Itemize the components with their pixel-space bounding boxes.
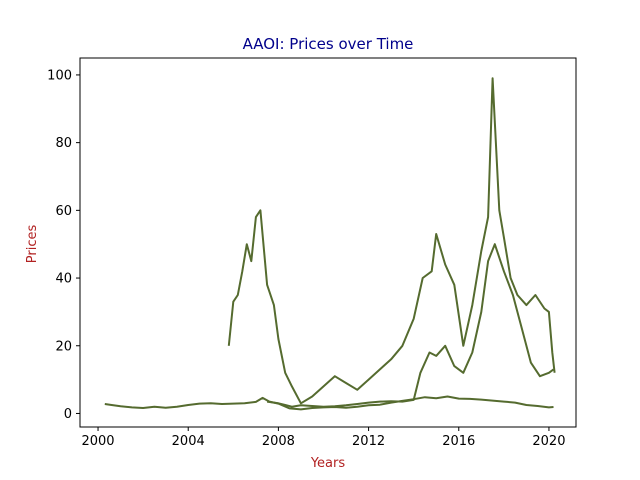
x-tick-label: 2008 (262, 434, 295, 449)
x-tick-label: 2000 (81, 434, 114, 449)
x-tick-label: 2020 (532, 434, 565, 449)
y-axis: 0 20 40 60 80 100 (47, 68, 80, 422)
y-tick-label: 80 (55, 136, 72, 151)
x-axis: 2000 2004 2008 2012 2016 2020 (81, 427, 565, 449)
x-tick-label: 2012 (352, 434, 385, 449)
x-axis-label: Years (310, 456, 346, 471)
y-tick-label: 0 (64, 407, 72, 422)
y-tick-label: 100 (47, 68, 72, 83)
x-tick-label: 2004 (172, 434, 205, 449)
series-layer (104, 77, 556, 411)
y-tick-label: 60 (55, 204, 72, 219)
series-line-3 (266, 243, 555, 408)
y-tick-label: 40 (55, 272, 72, 287)
chart-title: AAOI: Prices over Time (243, 35, 414, 53)
series-line-2 (227, 77, 556, 405)
x-tick-label: 2016 (442, 434, 475, 449)
plot-frame (79, 57, 577, 428)
y-tick-label: 20 (55, 339, 72, 354)
y-axis-label: Prices (25, 225, 40, 264)
